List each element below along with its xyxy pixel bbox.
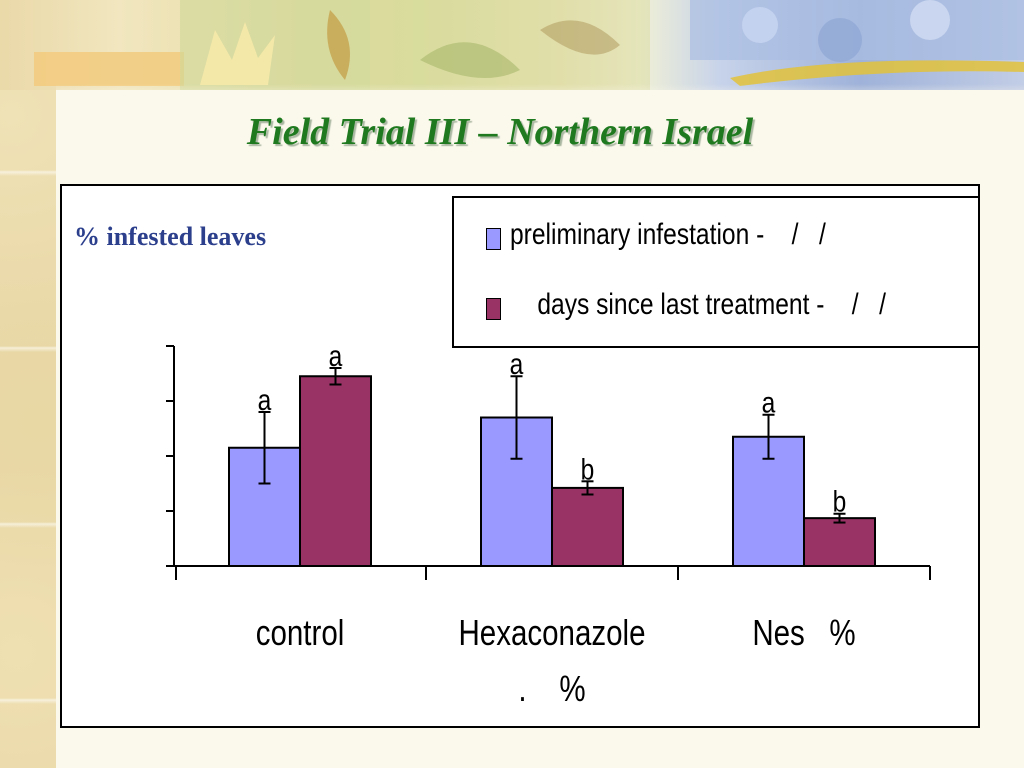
- y-axis-label: % infested leaves: [74, 222, 267, 251]
- significance-label-series-1-2: a: [762, 385, 776, 419]
- significance-label-series-2-2: b: [833, 484, 847, 518]
- x-tick-label-1-0: Hexaconazole: [458, 612, 646, 653]
- banner-fade: [56, 84, 1024, 108]
- chart-legend: preliminary infestation - / / days since…: [452, 196, 980, 348]
- significance-label-series-2-0: a: [329, 339, 343, 373]
- x-tick-label-0-0: control: [255, 612, 345, 653]
- significance-label-series-1-0: a: [258, 383, 272, 417]
- legend-swatch-series-2: [486, 298, 501, 320]
- legend-swatch-series-1: [486, 228, 501, 250]
- x-tick-label-1-1: . %: [518, 668, 586, 709]
- significance-label-series-2-1: b: [581, 452, 595, 486]
- bar-series-2-1: [551, 486, 624, 567]
- decorative-banner: [0, 0, 1024, 90]
- legend-label-series-1: preliminary infestation - / /: [510, 218, 826, 251]
- decorative-side-texture: [0, 0, 56, 768]
- banner-leaf-art: [34, 0, 1024, 90]
- x-tick-label-2-0: Nes %: [752, 612, 856, 653]
- significance-label-series-1-1: a: [510, 347, 524, 381]
- bar-series-2-0: [299, 375, 372, 567]
- slide-title: Field Trial III – Northern Israel: [246, 111, 754, 153]
- bar-series-2-2: [803, 517, 876, 568]
- legend-label-series-2: days since last treatment - / /: [510, 288, 886, 321]
